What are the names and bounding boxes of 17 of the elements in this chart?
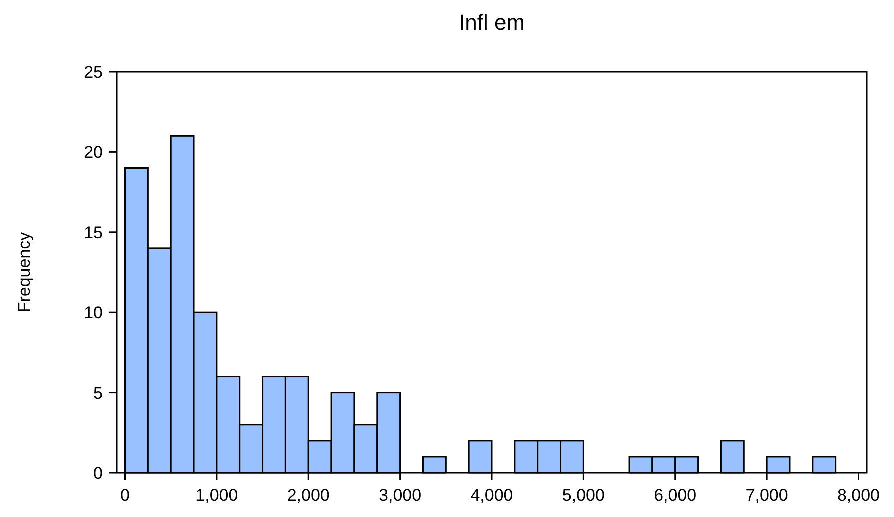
x-tick-label: 1,000 [196, 486, 238, 505]
x-tick-label: 0 [120, 486, 130, 505]
y-tick-label: 15 [84, 223, 103, 242]
y-axis-title: Frequency [15, 232, 34, 313]
y-tick-label: 5 [94, 384, 103, 403]
y-tick-label: 0 [94, 464, 103, 483]
y-tick-label: 25 [84, 62, 103, 82]
x-tick-label: 6,000 [654, 486, 697, 505]
x-tick-label: 4,000 [470, 486, 514, 505]
x-tick-label: 8,000 [837, 486, 880, 505]
y-tick-label: 10 [84, 304, 103, 323]
chart-title: Infl em [458, 10, 526, 35]
x-tick-label: 5,000 [562, 486, 605, 505]
x-tick-label: 7,000 [746, 486, 788, 505]
x-tick-label: 2,000 [287, 486, 330, 505]
x-tick-label: 3,000 [379, 486, 422, 505]
y-tick-label: 20 [84, 143, 103, 162]
